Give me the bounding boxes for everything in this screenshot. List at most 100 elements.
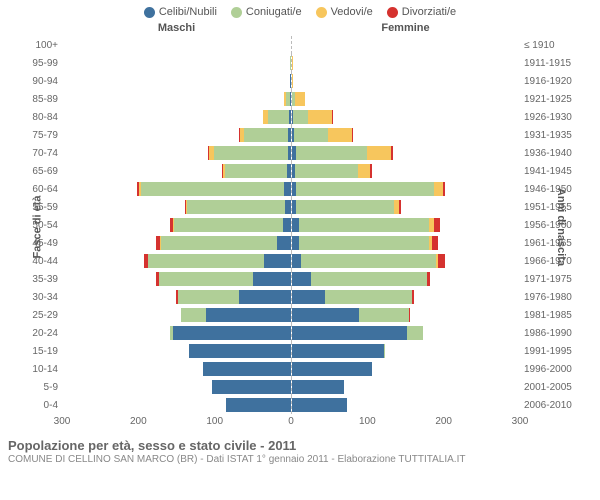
female-bar <box>292 110 389 124</box>
female-bar <box>292 218 476 232</box>
birth-label: 1946-1950 <box>520 184 580 195</box>
male-bar <box>115 236 290 250</box>
male-bar <box>108 254 291 268</box>
bar-segment-single <box>284 182 290 196</box>
bar-segment-widowed <box>308 110 333 124</box>
birth-label: 2001-2005 <box>520 382 580 393</box>
bar-segment-divorced <box>391 146 393 160</box>
bar-segment-widowed <box>367 146 391 160</box>
legend-swatch <box>387 7 398 18</box>
male-cell <box>62 360 292 378</box>
birth-label: 1911-1915 <box>520 58 580 69</box>
bar-segment-married <box>296 182 433 196</box>
bar-segment-single <box>285 200 290 214</box>
male-cell <box>62 306 292 324</box>
male-bar <box>149 362 291 376</box>
male-bar <box>169 398 291 412</box>
legend-label: Coniugati/e <box>246 6 302 18</box>
bar-segment-married <box>299 218 429 232</box>
female-cell <box>292 216 521 234</box>
pyramid-row: 40-441966-1970 <box>20 252 580 270</box>
bar-segment-married <box>295 164 358 178</box>
male-cell <box>62 36 292 54</box>
x-tick: 200 <box>435 416 452 427</box>
male-bar <box>129 290 290 304</box>
pyramid-row: 5-9 2001-2005 <box>20 378 580 396</box>
birth-label: 1961-1965 <box>520 238 580 249</box>
female-bar <box>292 164 428 178</box>
pyramid-headers: Maschi Femmine <box>20 22 580 34</box>
pyramid-row: 55-591951-1955 <box>20 198 580 216</box>
female-bar <box>292 290 460 304</box>
female-cell <box>292 126 521 144</box>
age-label: 35-39 <box>20 274 62 285</box>
bar-segment-married <box>159 272 254 286</box>
pyramid-row: 0-42006-2010 <box>20 396 580 414</box>
male-cell <box>62 396 292 414</box>
bar-segment-married <box>225 164 287 178</box>
male-cell <box>62 198 292 216</box>
bar-segment-widowed <box>434 182 443 196</box>
female-cell <box>292 90 521 108</box>
birth-label: 1966-1970 <box>520 256 580 267</box>
bar-segment-single <box>287 164 290 178</box>
bar-segment-married <box>244 128 288 142</box>
bar-segment-married <box>268 110 289 124</box>
bar-segment-married <box>161 236 277 250</box>
male-cell <box>62 324 292 342</box>
female-bar <box>292 56 297 70</box>
bar-segment-married <box>294 128 328 142</box>
male-cell <box>62 342 292 360</box>
birth-label: 1951-1955 <box>520 202 580 213</box>
age-label: 70-74 <box>20 148 62 159</box>
female-bar <box>292 92 348 106</box>
female-bar <box>292 380 402 394</box>
female-cell <box>292 270 521 288</box>
female-cell <box>292 288 521 306</box>
bar-segment-married <box>384 344 385 358</box>
bar-segment-single <box>292 218 299 232</box>
bar-segment-married <box>311 272 427 286</box>
male-bar <box>124 218 290 232</box>
pyramid-row: 15-191991-1995 <box>20 342 580 360</box>
pyramid-row: 25-291981-1985 <box>20 306 580 324</box>
female-cell <box>292 144 521 162</box>
male-bar <box>289 38 291 52</box>
x-axis-male: 0100200300 <box>62 416 291 432</box>
bar-segment-married <box>141 182 285 196</box>
female-bar <box>292 398 405 412</box>
male-cell <box>62 180 292 198</box>
age-label: 30-34 <box>20 292 62 303</box>
bar-segment-married <box>296 200 394 214</box>
female-bar <box>292 146 444 160</box>
bar-segment-single <box>292 254 302 268</box>
male-bar <box>135 200 290 214</box>
pyramid-row: 20-241986-1990 <box>20 324 580 342</box>
female-cell <box>292 108 521 126</box>
age-label: 20-24 <box>20 328 62 339</box>
female-cell <box>292 324 521 342</box>
pyramid-row: 95-991911-1915 <box>20 54 580 72</box>
legend-item: Celibi/Nubili <box>144 6 217 18</box>
bar-segment-single <box>288 128 290 142</box>
male-cell <box>62 144 292 162</box>
bar-segment-married <box>325 290 412 304</box>
bar-segment-married <box>148 254 264 268</box>
bar-segment-single <box>292 236 299 250</box>
male-bar <box>287 56 291 70</box>
bar-segment-married <box>407 326 423 340</box>
legend-label: Divorziati/e <box>402 6 456 18</box>
bar-segment-single <box>292 272 311 286</box>
legend: Celibi/Nubili Coniugati/e Vedovi/e Divorzia… <box>8 6 592 18</box>
bar-segment-divorced <box>432 236 438 250</box>
population-pyramid-chart: Celibi/Nubili Coniugati/e Vedovi/e Divorzia… <box>0 0 600 469</box>
male-bar <box>211 110 290 124</box>
bar-segment-divorced <box>370 164 372 178</box>
female-cell <box>292 396 521 414</box>
male-cell <box>62 90 292 108</box>
legend-item: Vedovi/e <box>316 6 373 18</box>
age-label: 75-79 <box>20 130 62 141</box>
age-label: 5-9 <box>20 382 62 393</box>
bar-segment-single <box>212 380 291 394</box>
male-bar <box>280 74 291 88</box>
